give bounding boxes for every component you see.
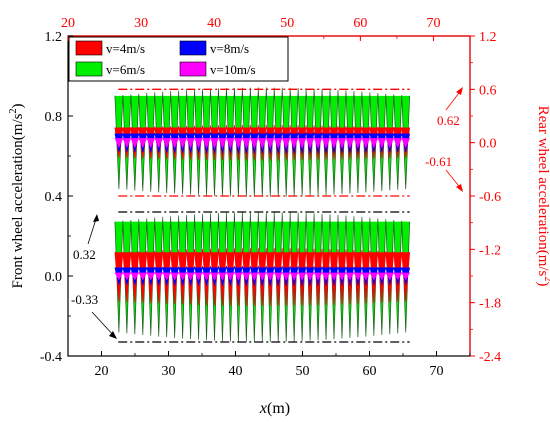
legend: v=4m/s v=8m/s v=6m/s v=10m/s [68,36,289,82]
legend-label-v8: v=8m/s [210,41,249,56]
rear-wheel-curves [114,87,411,197]
top-tick-label: 30 [134,16,148,31]
front-wheel-curves [114,211,411,343]
right-axis-title: Rear wheel acceleration(m/s2) [535,106,550,287]
top-tick-label: 50 [280,16,294,31]
annotation-front-max: 0.32 [73,247,96,262]
rear-series-v10ms [114,136,411,150]
front-series-v10ms [114,271,411,281]
annotation-rear-max: 0.62 [437,113,460,128]
bottom-tick-label: 20 [95,364,109,379]
bottom-tick-label: 50 [296,364,310,379]
arrow-front-min [91,311,116,338]
bottom-tick-label: 70 [430,364,444,379]
right-tick-label: 0.6 [479,83,497,98]
annotation-front-min: -0.33 [71,292,98,307]
bottom-tick-label: 60 [363,364,377,379]
bottom-tick-label: 30 [162,364,176,379]
right-axis-ticks: -2.4 -1.8 -1.2 -0.6 0.0 0.6 1.2 [470,30,501,365]
right-tick-label: -2.4 [479,350,501,365]
left-tick-label: 0.8 [45,110,63,125]
top-tick-label: 60 [353,16,367,31]
legend-label-v6: v=6m/s [106,62,145,77]
annotations: 0.32 -0.33 0.62 -0.61 [71,87,463,339]
top-tick-label: 20 [61,16,75,31]
bottom-axis-ticks: 20 30 40 50 60 70 [67,351,471,379]
x-axis-title: x(m) [259,400,290,417]
arrowhead-rear-min [456,184,463,192]
arrowhead-front-min [109,331,117,339]
right-tick-label: -1.8 [479,297,501,312]
top-tick-label: 40 [207,16,221,31]
legend-label-v4: v=4m/s [106,41,145,56]
left-axis-title: Front wheel acceleration(m/s2) [8,104,26,289]
left-tick-label: 0.0 [45,270,63,285]
legend-swatch-v10 [179,61,207,77]
legend-swatch-v4 [75,40,103,56]
annotation-rear-min: -0.61 [425,154,452,169]
arrowhead-rear-max [456,87,463,95]
legend-swatch-v6 [75,61,103,77]
legend-box [68,36,289,82]
top-tick-label: 70 [426,16,440,31]
bottom-tick-label: 40 [229,364,243,379]
arrowhead-front-max [93,214,99,222]
top-axis-ticks: 20 30 40 50 60 70 [61,16,471,41]
legend-swatch-v8 [179,40,207,56]
reference-lines [118,88,410,343]
right-tick-label: 1.2 [479,30,497,45]
right-tick-label: 0.0 [479,137,497,152]
right-tick-label: -0.6 [479,190,501,205]
legend-label-v10: v=10m/s [210,62,256,77]
left-tick-label: 0.4 [45,190,63,205]
right-tick-label: -1.2 [479,243,501,258]
left-axis-ticks: -0.4 0.0 0.4 0.8 1.2 [40,30,73,365]
left-tick-label: 1.2 [45,30,63,45]
left-tick-label: -0.4 [40,350,62,365]
